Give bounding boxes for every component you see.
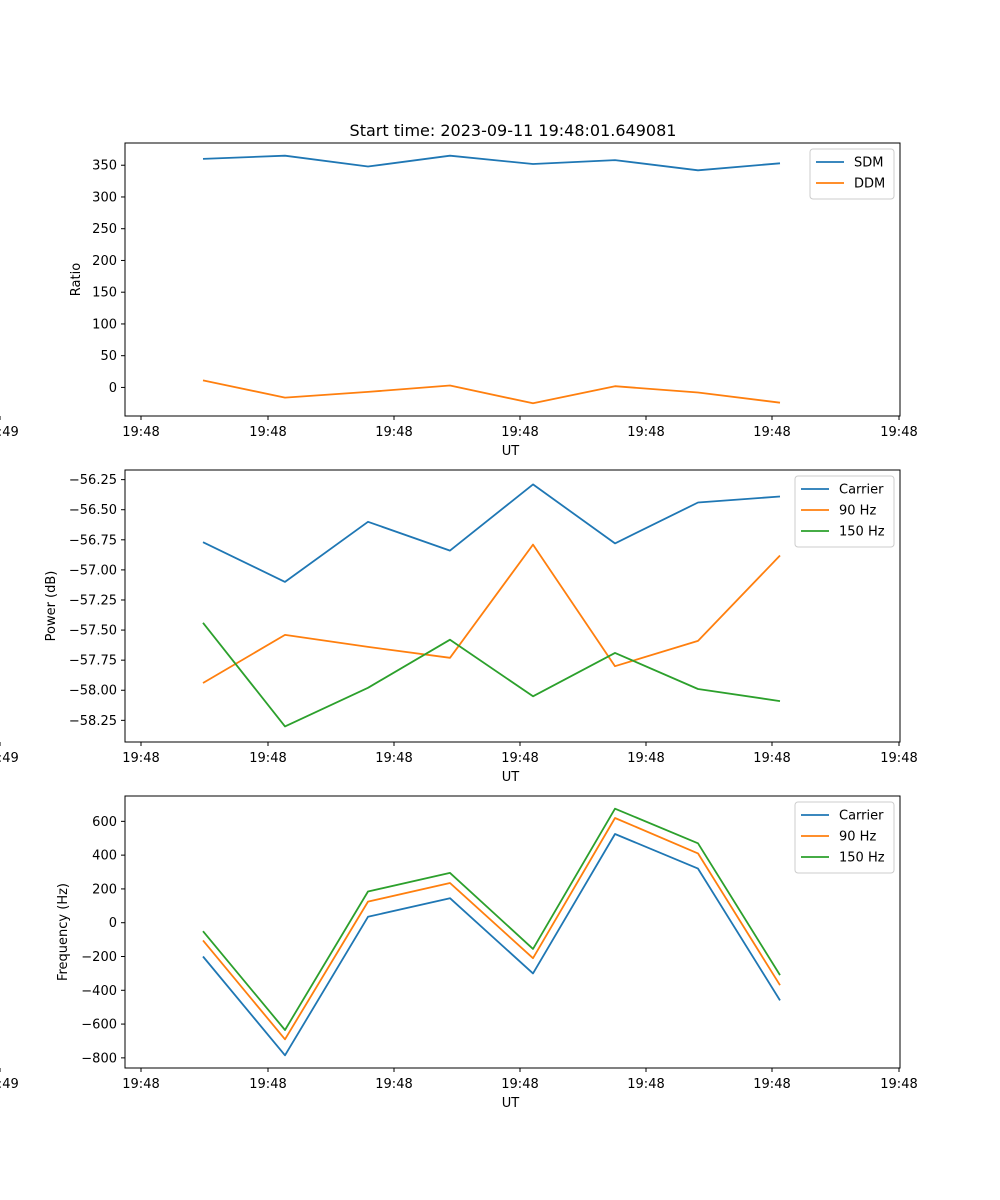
y-tick-label: −56.50 [69,503,117,518]
ratio-panel: 0 50 100 150 200 250 300 350 19:48 19:48 19:48 19:4… [0,142,918,459]
x-axis-label: UT [502,1096,520,1111]
series-line-150-hz [202,807,781,1031]
y-tick-label: 150 [92,286,117,301]
x-axis-label: UT [502,444,520,459]
x-tick-label: 19:48 [753,1077,790,1092]
power-panel: −58.25 −58.00 −57.75 −57.50 −57.25 −57.00 −56.… [0,469,918,785]
legend-entry: 150 Hz [839,525,885,540]
x-tick-label: 19:48 [880,425,917,440]
legend-entry: 90 Hz [839,504,876,519]
x-tick-label: 19:48 [375,1077,412,1092]
x-tick-label: 19:48 [122,1077,159,1092]
x-axis-label: UT [502,770,520,785]
series-line-sdm [202,154,781,172]
y-tick-label: −57.50 [69,624,117,639]
y-tick-label: −58.00 [69,684,117,699]
x-tick-label: 19:48 [122,751,159,766]
x-tick-label: 19:48 [501,1077,538,1092]
y-tick-label: −800 [81,1051,117,1066]
series-line-90-hz [202,543,781,684]
legend-entry: 150 Hz [839,851,885,866]
y-tick-label: 100 [92,317,117,332]
legend-entry: Carrier [839,483,884,498]
legend: Carrier 90 Hz 150 Hz [794,475,895,548]
x-tick-label: 19:48 [249,1077,286,1092]
legend-box [794,801,895,874]
x-tick-label: 19:48 [122,425,159,440]
y-tick-label: 200 [92,882,117,897]
series-line-carrier [202,833,781,1057]
y-tick-label: 0 [109,381,117,396]
y-tick-label: 600 [92,815,117,830]
y-tick-label: −57.00 [69,563,117,578]
legend-box [794,475,895,548]
y-tick-label: −56.25 [69,473,117,488]
y-tick-label: −56.75 [69,533,117,548]
y-axis-label: Power (dB) [44,571,59,642]
legend-entry: DDM [854,177,885,192]
x-tick-label: 19:48 [501,425,538,440]
x-tick-label: 19:48 [375,751,412,766]
y-tick-label: 0 [109,916,117,931]
x-tick-label: 19:48 [249,425,286,440]
y-tick-label: −600 [81,1018,117,1033]
x-tick-label: 19:48 [627,1077,664,1092]
y-tick-label: −57.75 [69,654,117,669]
x-tick-label: 19:48 [753,751,790,766]
x-tick-label: 19:49 [0,425,19,440]
y-axis-label: Frequency (Hz) [56,883,71,981]
x-tick-label: 19:48 [249,751,286,766]
y-tick-label: 400 [92,849,117,864]
y-tick-label: 300 [92,190,117,205]
y-tick-label: 200 [92,254,117,269]
x-tick-label: 19:48 [375,425,412,440]
y-tick-label: 350 [92,159,117,174]
legend: Carrier 90 Hz 150 Hz [794,801,895,874]
y-tick-label: 50 [100,349,117,364]
x-tick-label: 19:48 [627,425,664,440]
series-line-ddm [202,379,781,405]
axes-frame [124,795,901,1069]
x-tick-label: 19:48 [880,751,917,766]
legend-entry: Carrier [839,809,884,824]
x-tick-label: 19:48 [627,751,664,766]
series-line-carrier [202,483,781,583]
x-tick-label: 19:48 [880,1077,917,1092]
x-tick-label: 19:48 [501,751,538,766]
y-axis-label: Ratio [69,263,84,296]
legend-entry: SDM [854,156,883,171]
figure-title: Start time: 2023-09-11 19:48:01.649081 [350,121,677,140]
series-line-90-hz [202,817,781,1041]
y-tick-label: −200 [81,950,117,965]
x-tick-label: 19:49 [0,1077,19,1092]
y-tick-label: −57.25 [69,593,117,608]
frequency-panel: −800 −600 −400 −200 0 200 400 600 19:48 19:48 19:4… [0,795,918,1111]
legend-entry: 90 Hz [839,830,876,845]
x-tick-label: 19:48 [753,425,790,440]
legend: SDM DDM [809,148,895,200]
y-tick-label: 250 [92,222,117,237]
y-tick-label: −58.25 [69,714,117,729]
x-tick-label: 19:49 [0,751,19,766]
y-tick-label: −400 [81,984,117,999]
axes-frame [124,469,901,743]
series-line-150-hz [202,622,781,728]
axes-frame [124,142,901,417]
